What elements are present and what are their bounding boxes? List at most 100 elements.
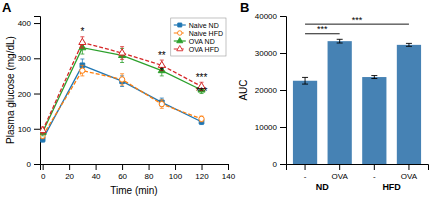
tick: 80 [145,164,154,181]
annotation: ** [158,50,166,61]
axis-line [280,17,287,165]
legend-item: OVA HFD [174,45,219,52]
tick: OVA [401,164,418,181]
tick-label: - [304,172,307,181]
series [40,59,204,142]
tick-mark [374,164,375,170]
legend-item: Naive HFD [174,30,223,37]
bar [397,45,421,164]
tick: 10000 [255,123,286,132]
legend-item: OVA ND [174,37,215,44]
tick-label: 400 [18,19,32,28]
error-bar [120,74,124,85]
tick: 20000 [255,86,286,95]
tick-label: 80 [145,172,154,181]
line [43,48,202,133]
legend-marker [178,23,182,27]
tick: 20 [65,164,74,181]
error-bar [160,65,164,76]
tick: 300 [18,54,40,63]
tick: - [373,164,376,181]
tick: OVA [332,164,349,181]
annotation: *** [196,86,208,97]
group-label: HFD [382,182,401,192]
tick-mark [408,164,409,170]
marker [119,77,124,82]
tick: 100 [169,164,183,181]
title: B [240,0,249,15]
tick-mark [280,90,286,91]
error-bar [160,98,164,106]
y-axis: 0100200300400 [18,17,41,170]
x-axis: 0 20 40 60 80 100 120 140 [41,164,236,181]
tick-label: 100 [18,125,32,134]
tick-mark [175,164,176,170]
tick-label: 120 [195,172,209,181]
marker [119,49,126,55]
bar [293,81,317,164]
y-axis-title: AUC [238,79,249,100]
tick-mark [280,53,286,54]
tick-mark [34,129,40,130]
legend-marker [177,37,183,42]
tick-mark [43,164,44,170]
y-axis: 0 10000 20000 30000 40000 [255,12,287,169]
tick-label: OVA [332,172,349,181]
legend-marker [178,31,183,36]
tick-mark [305,164,306,170]
tick: 0 [27,160,40,169]
legend-item: Naive ND [174,22,219,29]
tick-label: 10000 [255,123,278,132]
legend-label: Naive HFD [189,30,223,37]
error-bar [302,77,308,84]
tick-mark [122,164,123,170]
tick-mark [34,164,40,165]
tick: 0 [41,164,46,181]
significance-label: *** [317,24,328,34]
error-bar [200,116,204,122]
tick-label: 40 [92,172,101,181]
tick-mark [280,164,286,165]
tick-mark [69,164,70,170]
tick-mark [280,127,286,128]
tick-label: 20000 [255,86,278,95]
tick-label: - [373,172,376,181]
marker [79,38,86,44]
marker [199,116,204,121]
annotation: * [80,26,84,37]
tick-mark [34,58,40,59]
marker [80,68,85,73]
title: A [2,0,12,15]
tick-mark [96,164,97,170]
legend-label: OVA HFD [189,46,219,53]
tick-mark [149,164,150,170]
tick-label: 40000 [255,12,278,21]
error-bar [160,100,164,108]
tick-label: OVA [401,172,418,181]
legend-label: Naive ND [189,22,219,29]
tick-mark [339,164,340,170]
tick-label: 100 [169,172,183,181]
legend-marker [177,45,183,50]
group-label: ND [316,182,329,192]
error-bar [337,39,343,43]
marker [159,101,164,106]
tick: 40000 [255,12,286,21]
tick-label: 60 [118,172,127,181]
legend-label: OVA ND [189,38,215,45]
significance-labels: *** *** [317,15,363,35]
significance-label: *** [352,15,363,25]
error-bar [371,76,377,79]
tick: 400 [18,19,40,28]
tick-label: 0 [273,160,278,169]
tick-label: 30000 [255,49,278,58]
axis-line [41,165,229,171]
bar [328,41,352,164]
tick: 0 [273,160,286,169]
axis-line [34,17,41,165]
tick-label: 140 [222,172,236,181]
marker [40,126,46,132]
tick-label: 0 [41,172,46,181]
panel-b: - OVA - OVA 0 10000 20000 30000 40000 AUC B ND HFD **… [238,0,429,192]
line [43,65,202,139]
